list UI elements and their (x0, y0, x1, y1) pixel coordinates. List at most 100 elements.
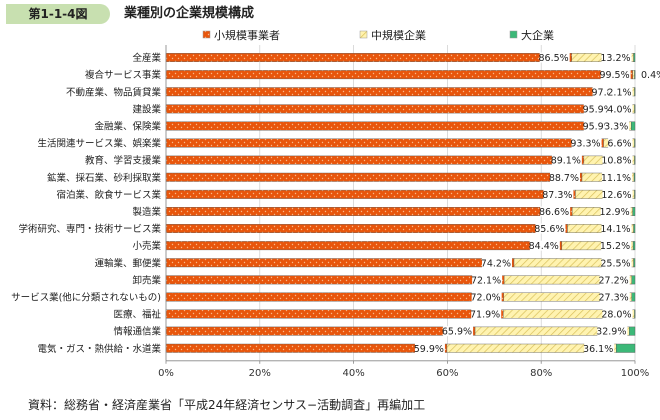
category-labels: 全産業複合サービス事業不動産業、物品賃貸業建設業金融業、保険業生活関連サービス業… (11, 52, 161, 355)
value-label-bg (471, 309, 502, 320)
bar-segment-2 (632, 206, 636, 216)
value-label-bg (543, 189, 574, 200)
bar-segment-2 (634, 138, 636, 148)
value-label-medium: 11.1% (601, 173, 631, 184)
bar-segment-0 (165, 155, 585, 165)
category-label: 複合サービス事業 (85, 69, 162, 81)
bar-segment-2 (633, 172, 636, 182)
value-label-medium: 27.3% (599, 292, 629, 303)
value-label-medium: 12.9% (599, 207, 629, 218)
value-label-small: 86.5% (538, 53, 568, 64)
legend-swatch-1 (359, 30, 368, 39)
bar-segment-0 (165, 87, 625, 97)
value-label-bg (535, 223, 566, 234)
bar-segment-0 (165, 172, 583, 182)
value-label-medium: 15.2% (600, 241, 630, 252)
value-label-small: 72.1% (471, 275, 501, 286)
value-label-medium: 6.6% (607, 139, 631, 150)
category-label: 全産業 (132, 52, 161, 64)
value-label-small: 86.6% (539, 207, 569, 218)
bar-segment-2 (633, 224, 636, 234)
value-label-bg (600, 206, 631, 217)
category-label: 小売業 (132, 240, 161, 252)
value-label-small: 72.0% (470, 292, 500, 303)
bar-segment-2 (634, 155, 636, 165)
value-label-medium: 28.0% (601, 310, 631, 321)
value-label-medium: 14.1% (600, 224, 630, 235)
figure-number: 第1-1-4図 (6, 4, 110, 24)
bar-segment-0 (165, 189, 576, 199)
value-label-bg (571, 138, 602, 149)
bar-segment-0 (165, 104, 616, 114)
x-axis: 0% 20% 40% 60% 80% 100% (158, 45, 649, 379)
bar-segment-0 (165, 309, 504, 319)
source-note: 資料：総務省・経済産業省「平成24年経済センサス−活動調査」再編加工 (28, 398, 426, 412)
value-label-small: 84.4% (529, 241, 559, 252)
value-label-medium: 36.1% (583, 344, 613, 355)
value-label-small: 59.9% (414, 344, 444, 355)
value-label-bg (608, 138, 633, 149)
value-label-bg (601, 257, 632, 268)
bar-segment-0 (165, 275, 505, 285)
bar-segment-0 (165, 121, 616, 131)
x-tick-label: 100% (621, 368, 650, 379)
value-label-bg (481, 257, 512, 268)
value-label-small: 95.9% (583, 121, 613, 132)
value-label-medium: 13.2% (600, 53, 630, 64)
value-label-small: 97.8% (591, 87, 621, 98)
value-label-bg (602, 189, 633, 200)
x-tick-label: 40% (342, 368, 364, 379)
value-label-bg (443, 326, 474, 337)
value-label-bg (583, 120, 614, 131)
bar-segment-0 (165, 326, 476, 336)
bar-segment-0 (165, 292, 504, 302)
x-tick-label: 80% (530, 368, 552, 379)
chart-bars (165, 53, 636, 353)
bar-segment-2 (634, 70, 636, 80)
category-label: 電気・ガス・熱供給・水道業 (37, 343, 161, 355)
figure-header: 第1-1-4図 業種別の企業規模構成 (0, 0, 660, 26)
bar-segment-2 (634, 189, 636, 199)
bar-segment-2 (633, 258, 636, 268)
value-label-small: 71.9% (470, 310, 500, 321)
bar-segment-2 (631, 292, 636, 302)
bar-segment-2 (634, 87, 636, 97)
value-label-medium: 4.0% (607, 104, 631, 115)
value-label-small: 93.3% (570, 139, 600, 150)
category-label: 生活関連サービス業、娯楽業 (37, 138, 161, 150)
value-label-small: 65.9% (442, 327, 472, 338)
value-label-bg (414, 343, 445, 354)
x-tick-label: 0% (158, 368, 174, 379)
value-label-bg (602, 309, 633, 320)
category-label: 医療、福祉 (113, 309, 161, 321)
value-label-bg (608, 86, 633, 97)
category-label: 卸売業 (132, 274, 161, 286)
x-tick-label: 20% (249, 368, 271, 379)
value-label-bg (551, 155, 582, 166)
category-label: 製造業 (132, 206, 161, 218)
bar-segment-2 (633, 53, 636, 62)
legend-label-0: 小規模事業者 (214, 30, 280, 42)
bar-segment-2 (634, 104, 636, 114)
category-label: 学術研究、専門・技術サービス業 (18, 223, 161, 235)
category-label: 宿泊業、飲食サービス業 (56, 189, 161, 201)
value-label-medium: 32.9% (596, 327, 626, 338)
legend-label-1: 中規模企業 (371, 30, 426, 42)
value-label-medium: 27.2% (599, 275, 629, 286)
value-label-medium: 0.4% (641, 70, 660, 81)
bar-segment-2 (631, 275, 636, 285)
bar-segment-0 (165, 53, 572, 62)
bar-segment-0 (165, 70, 633, 80)
figure-title: 業種別の企業規模構成 (124, 6, 255, 21)
value-label-bg (597, 326, 628, 337)
bar-segment-1 (632, 70, 635, 80)
stacked-bar-chart: 小規模事業者 中規模企業 大企業 全産業複合サービス事業不動産業、物品賃貸業建設業金… (11, 30, 660, 379)
bar-segment-2 (632, 241, 636, 251)
value-label-bg (583, 103, 614, 114)
value-label-bg (599, 291, 630, 302)
value-label-bg (602, 155, 633, 166)
category-label: サービス業(他に分類されないもの) (11, 291, 161, 303)
bar-segment-0 (165, 206, 573, 216)
value-label-bg (601, 52, 632, 63)
value-label-bg (602, 172, 633, 183)
